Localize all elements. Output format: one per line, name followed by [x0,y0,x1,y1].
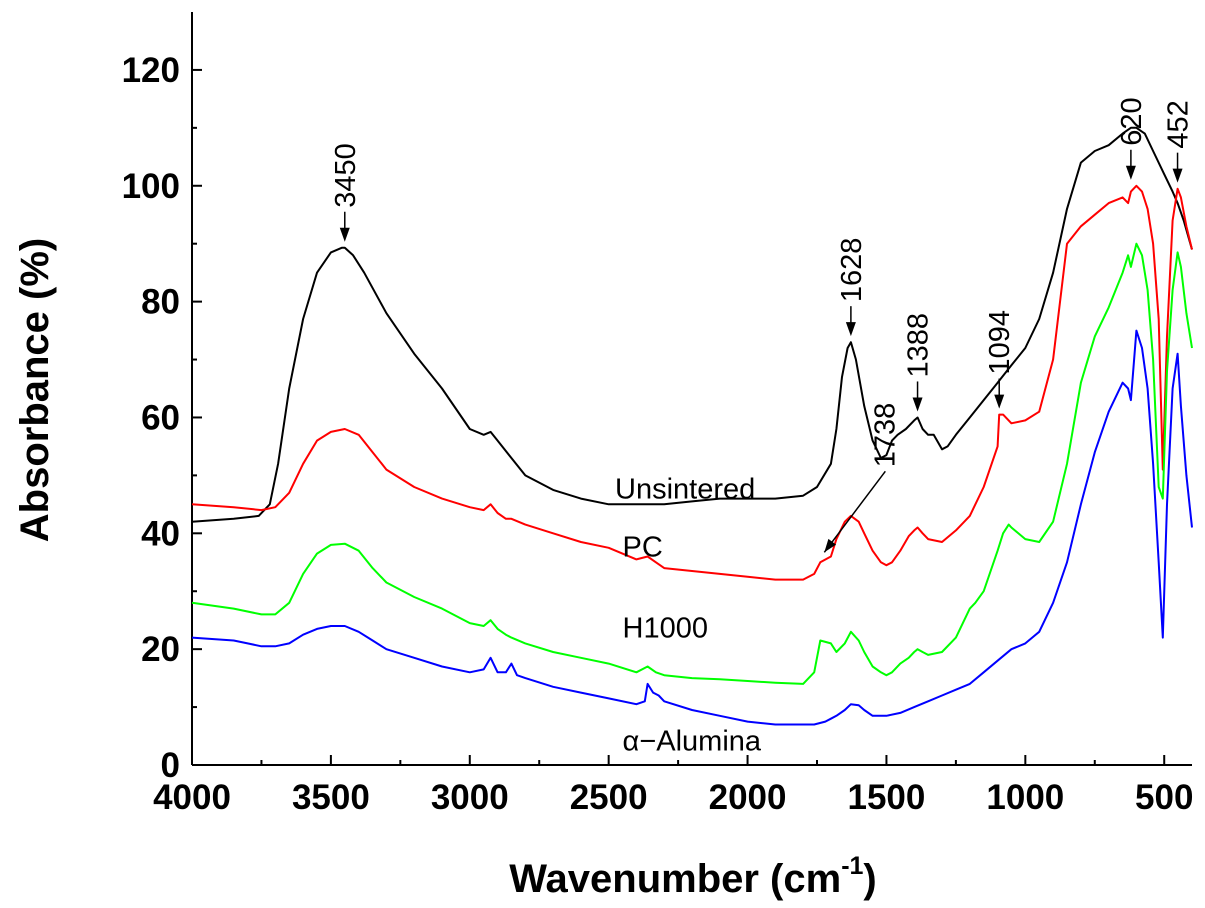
series-line-pc [191,184,1193,581]
x-axis-title-main: Wavenumber (cm [509,857,841,901]
x-tick-label: 3000 [431,778,509,817]
series-lines [191,126,1193,726]
series-label: α−Alumina [623,726,762,758]
peak-arrowhead [994,394,1005,409]
x-axis-title: Wavenumber (cm-1) [509,852,877,901]
peak-label: 1388 [903,313,935,378]
chart-axes: 0 20 40 60 80 100 120 4000 3500 3000 2500 2000 1500 1… [122,12,1193,817]
peak-arrowhead [845,322,856,337]
peak-label: 1738 [869,403,901,468]
series-line-unsintered [191,126,1193,523]
peak-arrowhead [1172,168,1183,183]
x-tick-label: 4000 [153,778,231,817]
peak-arrowhead [824,538,837,553]
peak-arrowhead [912,397,923,412]
y-axis-title: Absorbance (%) [13,238,57,543]
y-tick-label: 40 [141,514,180,553]
x-tick-label: 2500 [570,778,648,817]
y-tick-label: 0 [161,746,180,785]
y-tick-label: 80 [141,283,180,322]
peak-label: 1094 [984,310,1016,375]
peak-arrowhead [1125,165,1136,180]
peak-annotations: 3450 1738 1628 1388 1094 620 452 [330,97,1195,553]
y-tick-label: 120 [122,51,180,90]
series-label: PC [623,531,663,563]
y-tick-label: 100 [122,167,180,206]
x-tick-label: 500 [1135,778,1193,817]
peak-label: 620 [1116,97,1148,145]
x-tick-label: 1000 [986,778,1064,817]
x-axis-title-sup: -1 [841,852,863,880]
series-label: Unsintered [615,474,755,506]
series-labels: Unsintered PC H1000 α−Alumina [615,474,762,758]
peak-arrow [823,470,886,553]
series-line-alumina [191,329,1193,726]
series-line-h1000 [191,242,1193,685]
peak-label: 452 [1163,100,1195,148]
x-tick-label: 2000 [709,778,787,817]
x-tick-label: 1500 [848,778,926,817]
y-tick-label: 60 [141,398,180,437]
series-label: H1000 [623,613,708,645]
y-tick-label: 20 [141,630,180,669]
x-axis-title-end: ) [863,857,876,901]
peak-label: 1628 [836,238,868,303]
peak-label: 3450 [330,143,362,208]
x-tick-label: 3500 [292,778,370,817]
peak-arrowhead [339,227,350,242]
